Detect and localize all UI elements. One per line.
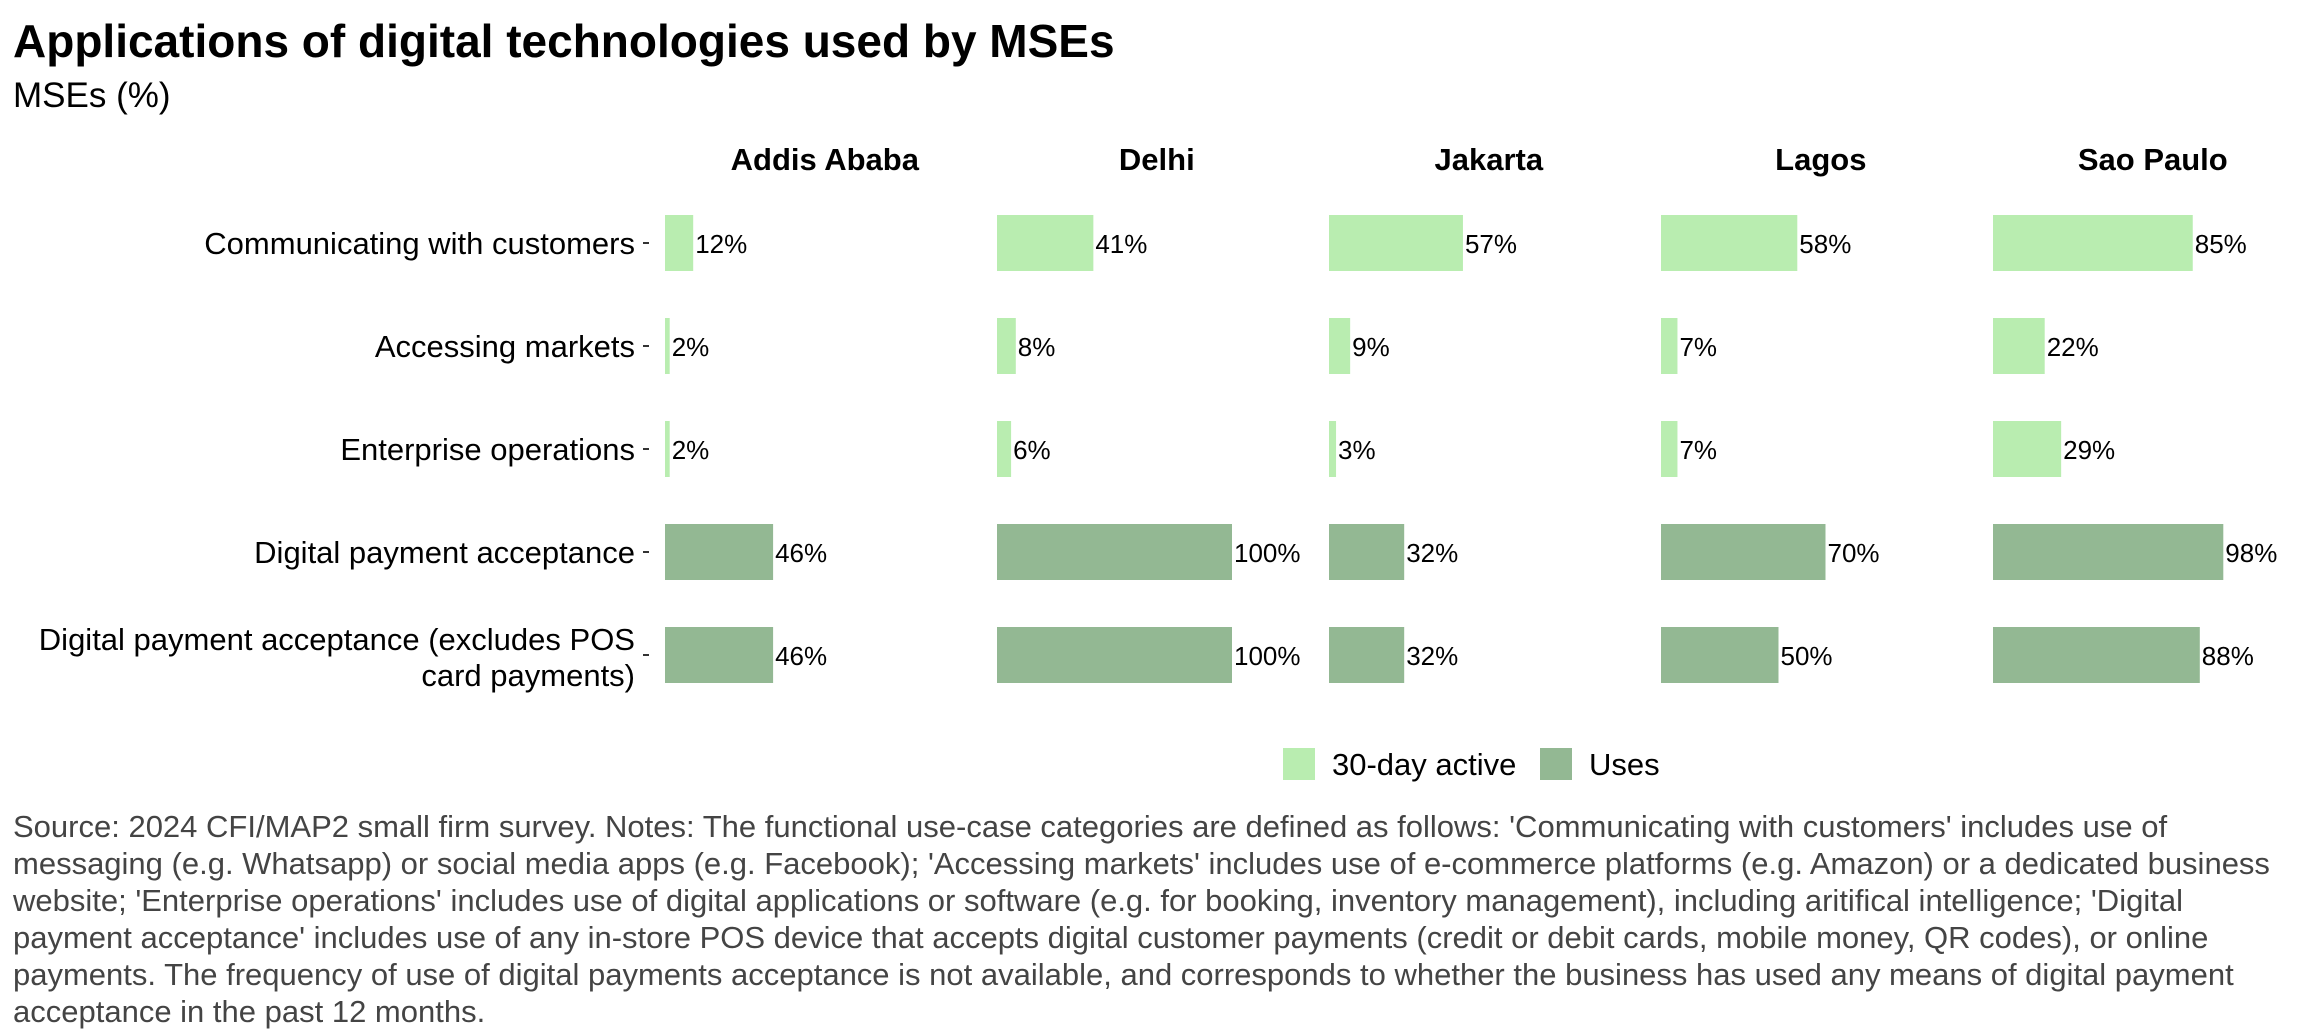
data-label-sao-paulo-digital-payment-acceptance-excludes-pos-card-payments: 88%	[2202, 641, 2254, 671]
chart-footnote: Source: 2024 CFI/MAP2 small firm survey.…	[13, 809, 2270, 1029]
data-label-sao-paulo-communicating-with-customers: 85%	[2195, 229, 2247, 259]
facet-label-jakarta: Jakarta	[1435, 142, 1544, 177]
bar-addis-ababa-accessing-markets	[665, 318, 670, 374]
legend-swatch-30-day-active	[1283, 748, 1315, 780]
data-label-addis-ababa-enterprise-operations: 2%	[672, 435, 710, 465]
faceted-bar-chart: Communicating with customers Accessing ma…	[39, 142, 2278, 782]
bar-lagos-digital-payment-acceptance-excludes-pos-card-payments	[1661, 627, 1779, 683]
bar-lagos-digital-payment-acceptance	[1661, 524, 1826, 580]
category-label-enterprise-operations: Enterprise operations	[340, 432, 635, 467]
legend-label-uses: Uses	[1589, 747, 1660, 782]
bar-lagos-accessing-markets	[1661, 318, 1678, 374]
bar-delhi-accessing-markets	[997, 318, 1016, 374]
data-label-delhi-digital-payment-acceptance: 100%	[1234, 538, 1301, 568]
bar-delhi-digital-payment-acceptance	[997, 524, 1232, 580]
category-label-digital-payment-acceptance: Digital payment acceptance	[254, 535, 635, 570]
facet-label-delhi: Delhi	[1119, 142, 1195, 177]
data-label-delhi-accessing-markets: 8%	[1018, 332, 1056, 362]
bar-lagos-enterprise-operations	[1661, 421, 1678, 477]
bar-jakarta-digital-payment-acceptance	[1329, 524, 1405, 580]
data-label-sao-paulo-digital-payment-acceptance: 98%	[2225, 538, 2277, 568]
data-label-lagos-communicating-with-customers: 58%	[1799, 229, 1851, 259]
bar-jakarta-accessing-markets	[1329, 318, 1351, 374]
legend-swatch-uses	[1540, 748, 1572, 780]
data-label-jakarta-digital-payment-acceptance: 32%	[1406, 538, 1458, 568]
bar-addis-ababa-communicating-with-customers	[665, 215, 694, 271]
data-label-delhi-communicating-with-customers: 41%	[1095, 229, 1147, 259]
bar-jakarta-communicating-with-customers	[1329, 215, 1463, 271]
data-label-lagos-accessing-markets: 7%	[1679, 332, 1717, 362]
bar-delhi-enterprise-operations	[997, 421, 1012, 477]
facet-label-sao-paulo: Sao Paulo	[2078, 142, 2228, 177]
data-label-jakarta-enterprise-operations: 3%	[1338, 435, 1376, 465]
facet-label-addis-ababa: Addis Ababa	[731, 142, 920, 177]
category-label-accessing-markets: Accessing markets	[375, 329, 635, 364]
chart-subtitle: MSEs (%)	[13, 76, 171, 115]
bar-addis-ababa-digital-payment-acceptance-excludes-pos-card-payments	[665, 627, 774, 683]
bar-sao-paulo-communicating-with-customers	[1993, 215, 2193, 271]
data-label-lagos-digital-payment-acceptance: 70%	[1828, 538, 1880, 568]
data-label-delhi-enterprise-operations: 6%	[1013, 435, 1051, 465]
data-label-addis-ababa-communicating-with-customers: 12%	[695, 229, 747, 259]
bar-addis-ababa-enterprise-operations	[665, 421, 670, 477]
data-label-sao-paulo-enterprise-operations: 29%	[2063, 435, 2115, 465]
bar-delhi-communicating-with-customers	[997, 215, 1094, 271]
bar-sao-paulo-digital-payment-acceptance	[1993, 524, 2224, 580]
data-label-sao-paulo-accessing-markets: 22%	[2047, 332, 2099, 362]
data-label-addis-ababa-accessing-markets: 2%	[672, 332, 710, 362]
chart-title: Applications of digital technologies use…	[13, 15, 1115, 67]
data-label-jakarta-communicating-with-customers: 57%	[1465, 229, 1517, 259]
bar-lagos-communicating-with-customers	[1661, 215, 1798, 271]
bar-sao-paulo-accessing-markets	[1993, 318, 2045, 374]
bar-jakarta-enterprise-operations	[1329, 421, 1337, 477]
bar-delhi-digital-payment-acceptance-excludes-pos-card-payments	[997, 627, 1232, 683]
bar-sao-paulo-digital-payment-acceptance-excludes-pos-card-payments	[1993, 627, 2200, 683]
data-label-addis-ababa-digital-payment-acceptance: 46%	[775, 538, 827, 568]
category-label-digital-payment-acceptance-excludes-pos-card-payments: Digital payment acceptance (excludes POS…	[39, 622, 635, 693]
bar-sao-paulo-enterprise-operations	[1993, 421, 2062, 477]
legend-label-30-day-active: 30-day active	[1332, 747, 1516, 782]
category-label-communicating-with-customers: Communicating with customers	[204, 226, 635, 261]
bar-addis-ababa-digital-payment-acceptance	[665, 524, 774, 580]
data-label-lagos-enterprise-operations: 7%	[1679, 435, 1717, 465]
data-label-delhi-digital-payment-acceptance-excludes-pos-card-payments: 100%	[1234, 641, 1301, 671]
facet-label-lagos: Lagos	[1775, 142, 1866, 177]
data-label-lagos-digital-payment-acceptance-excludes-pos-card-payments: 50%	[1781, 641, 1833, 671]
data-label-jakarta-accessing-markets: 9%	[1352, 332, 1390, 362]
data-label-jakarta-digital-payment-acceptance-excludes-pos-card-payments: 32%	[1406, 641, 1458, 671]
bar-jakarta-digital-payment-acceptance-excludes-pos-card-payments	[1329, 627, 1405, 683]
data-label-addis-ababa-digital-payment-acceptance-excludes-pos-card-payments: 46%	[775, 641, 827, 671]
